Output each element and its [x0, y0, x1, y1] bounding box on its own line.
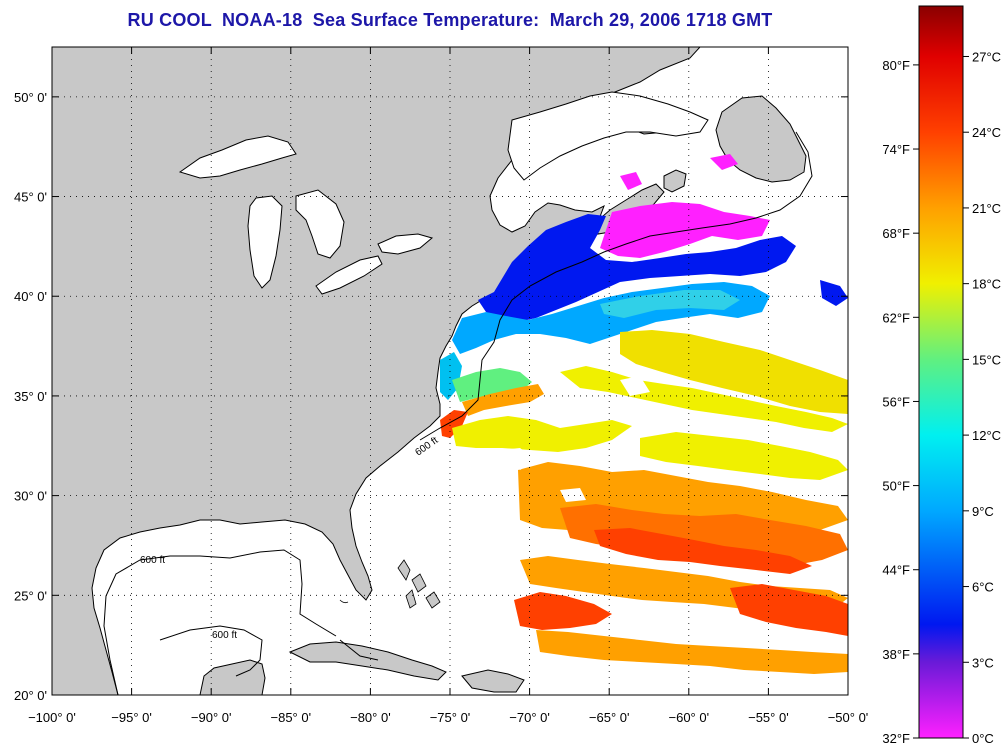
- lake-michigan: [247, 195, 283, 289]
- st-lawrence-river: [507, 91, 709, 181]
- lake-huron: [295, 189, 345, 259]
- lon-tick-label: −70° 0': [509, 710, 550, 725]
- lon-tick-label: −50° 0': [828, 710, 869, 725]
- cape-breton: [663, 169, 687, 193]
- bahamas: [397, 559, 441, 609]
- lat-tick-label: 50° 0': [14, 90, 47, 105]
- yucatan-peninsula: [199, 659, 266, 695]
- lat-tick-label: 20° 0': [14, 688, 47, 703]
- map-title: RU COOL NOAA-18 Sea Surface Temperature:…: [127, 10, 773, 30]
- lon-tick-label: −55° 0': [748, 710, 789, 725]
- hispaniola: [461, 669, 525, 693]
- lon-tick-label: −100° 0': [28, 710, 76, 725]
- latitude-axis: 20° 0' 25° 0' 30° 0' 35° 0' 40° 0' 45° 0' 50° …: [14, 90, 848, 703]
- lon-tick-label: −65° 0': [589, 710, 630, 725]
- lat-tick-label: 40° 0': [14, 289, 47, 304]
- lat-tick-label: 30° 0': [14, 489, 47, 504]
- isobath-label-gulf: 600 ft: [140, 555, 165, 566]
- newfoundland: [715, 95, 807, 183]
- lake-erie: [315, 255, 383, 295]
- lon-tick-label: −80° 0': [350, 710, 391, 725]
- lake-ontario: [377, 233, 434, 255]
- lat-tick-label: 35° 0': [14, 389, 47, 404]
- lon-tick-label: −75° 0': [430, 710, 471, 725]
- gulf-isobath-islands: [339, 599, 349, 604]
- longitude-axis: −100° 0' −95° 0' −90° 0' −85° 0' −80° 0' −75°…: [28, 47, 868, 725]
- north-america-landmass: [52, 47, 701, 695]
- lake-superior: [178, 135, 297, 179]
- lon-tick-label: −85° 0': [271, 710, 312, 725]
- graticule: [52, 47, 848, 695]
- isobath-label-gulf-south: 600 ft: [212, 630, 237, 641]
- lat-tick-label: 25° 0': [14, 588, 47, 603]
- lon-tick-label: −95° 0': [111, 710, 152, 725]
- lat-tick-label: 45° 0': [14, 190, 47, 205]
- lon-tick-label: −60° 0': [669, 710, 710, 725]
- lon-tick-label: −90° 0': [191, 710, 232, 725]
- isobath-line: [103, 131, 813, 695]
